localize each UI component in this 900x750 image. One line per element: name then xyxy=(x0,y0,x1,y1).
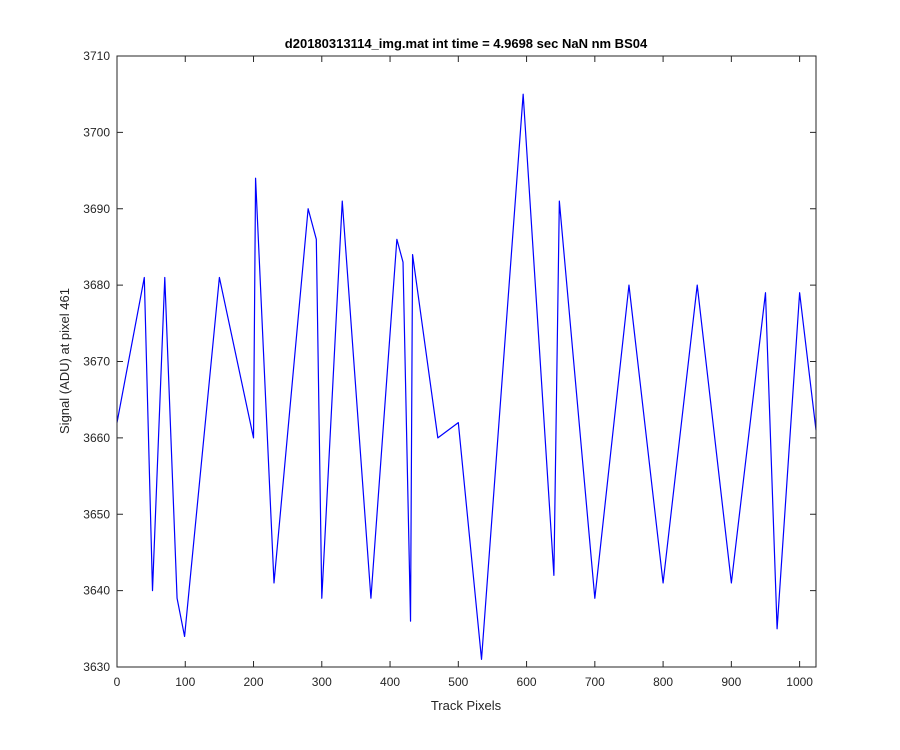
x-tick-label: 500 xyxy=(448,675,468,689)
y-tick-label: 3650 xyxy=(83,507,110,521)
x-tick-label: 300 xyxy=(312,675,332,689)
x-tick-label: 700 xyxy=(585,675,605,689)
x-tick-label: 0 xyxy=(114,675,121,689)
series-line xyxy=(116,93,817,660)
y-axis: 3630 3640 3650 3660 3670 3680 3690 3700 3710 xyxy=(83,49,816,674)
y-tick-label: 3670 xyxy=(83,355,110,369)
x-axis-label: Track Pixels xyxy=(431,698,502,713)
x-tick-label: 600 xyxy=(517,675,537,689)
y-tick-label: 3710 xyxy=(83,49,110,63)
series-layer xyxy=(116,93,817,660)
y-axis-label: Signal (ADU) at pixel 461 xyxy=(57,288,72,434)
x-tick-label: 800 xyxy=(653,675,673,689)
x-tick-label: 900 xyxy=(721,675,741,689)
y-tick-label: 3700 xyxy=(83,125,110,139)
y-tick-label: 3680 xyxy=(83,278,110,292)
y-tick-label: 3690 xyxy=(83,202,110,216)
y-tick-label: 3640 xyxy=(83,584,110,598)
chart-title: d20180313114_img.mat int time = 4.9698 s… xyxy=(285,36,648,51)
plot-area xyxy=(117,56,816,667)
x-tick-label: 400 xyxy=(380,675,400,689)
x-tick-label: 200 xyxy=(244,675,264,689)
x-tick-label: 100 xyxy=(175,675,195,689)
y-tick-label: 3630 xyxy=(83,660,110,674)
y-tick-label: 3660 xyxy=(83,431,110,445)
x-axis: 0 100 200 300 400 500 600 700 800 900 1000 xyxy=(114,56,813,689)
x-tick-label: 1000 xyxy=(786,675,813,689)
